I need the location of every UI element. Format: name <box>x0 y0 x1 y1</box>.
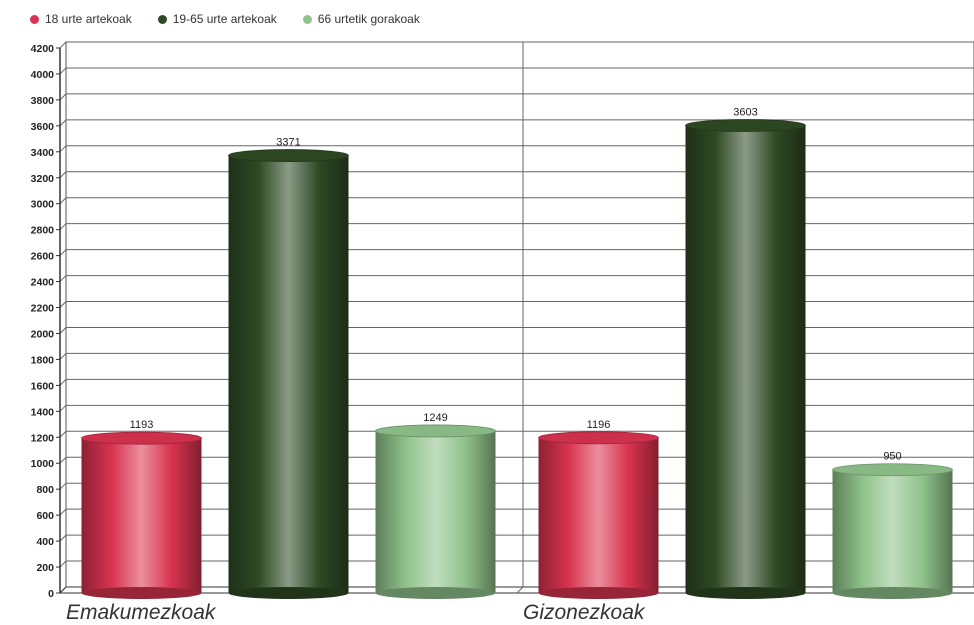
bar-base <box>375 587 496 599</box>
y-tick-label: 2800 <box>31 225 55 237</box>
legend-label-series-2: 19-65 urte artekoak <box>172 12 277 26</box>
y-tick-label: 0 <box>48 588 54 600</box>
bar-base <box>228 587 349 599</box>
gridline-depth <box>59 223 67 231</box>
legend-item-series-3: 66 urtetik gorakoak <box>302 12 420 26</box>
legend-item-series-1: 18 urte artekoak <box>30 12 132 26</box>
y-tick-label: 1000 <box>31 458 55 470</box>
y-tick-label: 2200 <box>31 303 55 315</box>
floor-edge <box>59 586 67 594</box>
bar-cap <box>685 119 806 132</box>
legend-marker-series-2 <box>157 14 167 24</box>
y-tick-label: 1800 <box>31 354 55 366</box>
bar-base <box>538 587 659 599</box>
legend-label-series-1: 18 urte artekoak <box>45 12 132 26</box>
y-tick-label: 4200 <box>31 43 55 55</box>
bar-3-2 <box>832 463 953 599</box>
gridline-depth <box>59 430 67 438</box>
y-tick-label: 2600 <box>31 251 55 263</box>
gridline-depth <box>59 119 67 127</box>
y-tick-label: 800 <box>36 484 54 496</box>
bar-body <box>81 438 202 593</box>
gridline-depth <box>59 482 67 490</box>
y-tick-label: 3600 <box>31 121 55 133</box>
legend-marker-series-3 <box>302 14 312 24</box>
y-tick-label: 400 <box>36 536 54 548</box>
gridline-depth <box>59 93 67 101</box>
y-tick-label: 1200 <box>31 432 55 444</box>
category-label: Gizonezkoak <box>523 601 646 624</box>
value-label: 950 <box>883 451 901 463</box>
category-label: Emakumezkoak <box>66 601 217 624</box>
y-tick-label: 2400 <box>31 277 55 289</box>
bar-2-2 <box>685 119 806 599</box>
gridline-depth <box>59 145 67 153</box>
value-label: 1249 <box>423 412 447 424</box>
bar-body <box>685 125 806 593</box>
bar-cap <box>81 431 202 445</box>
y-tick-label: 3800 <box>31 95 55 107</box>
bar-cap <box>538 431 659 445</box>
y-tick-label: 200 <box>36 562 54 574</box>
plot-back-wall <box>65 41 974 588</box>
bar-cap <box>375 424 496 438</box>
bar-cap <box>832 463 953 477</box>
value-label: 3603 <box>733 106 757 118</box>
bar-1-2 <box>538 431 659 599</box>
bar-base <box>685 587 806 599</box>
y-tick-label: 3000 <box>31 199 55 211</box>
bar-base <box>81 587 202 599</box>
bar-body <box>538 437 659 593</box>
gridline-depth <box>59 275 67 282</box>
y-tick-label: 3400 <box>31 147 55 159</box>
gridline-depth <box>59 197 67 205</box>
value-label: 3371 <box>276 137 300 149</box>
gridline-depth <box>59 560 67 568</box>
gridline-depth <box>59 249 67 256</box>
y-tick-label: 600 <box>36 510 54 522</box>
y-tick-label: 1400 <box>31 406 55 418</box>
bar-2-1 <box>228 149 349 599</box>
gridline-depth <box>59 353 67 360</box>
value-label: 1193 <box>130 419 154 431</box>
bar-body <box>832 469 953 593</box>
category-separator-depth <box>516 586 524 594</box>
y-tick-label: 2000 <box>31 328 55 340</box>
y-tick-label: 1600 <box>31 380 55 392</box>
gridline-depth <box>59 327 67 334</box>
bar-cap <box>228 149 349 162</box>
gridline-depth <box>59 171 67 179</box>
gridline-depth <box>59 379 67 386</box>
gridline-depth <box>59 301 67 308</box>
legend-label-series-3: 66 urtetik gorakoak <box>317 12 420 26</box>
y-tick-label: 4000 <box>31 69 55 81</box>
bar-body <box>228 155 349 593</box>
legend-item-series-2: 19-65 urte artekoak <box>157 12 277 26</box>
bar-body <box>375 430 496 593</box>
gridline-depth <box>59 41 67 49</box>
gridline-depth <box>59 404 67 412</box>
gridline-depth <box>59 534 67 542</box>
gridline-depth <box>59 456 67 464</box>
gridline-depth <box>59 508 67 516</box>
bar-base <box>832 587 953 599</box>
gridline-depth <box>59 67 67 75</box>
y-tick-label: 3200 <box>31 173 55 185</box>
bar-3-1 <box>375 424 496 599</box>
legend-marker-series-1 <box>30 14 39 24</box>
bar-1-1 <box>81 431 202 599</box>
value-label: 1196 <box>587 419 611 431</box>
chart-legend: 18 urte artekoak 19-65 urte artekoak 66 … <box>30 8 420 30</box>
